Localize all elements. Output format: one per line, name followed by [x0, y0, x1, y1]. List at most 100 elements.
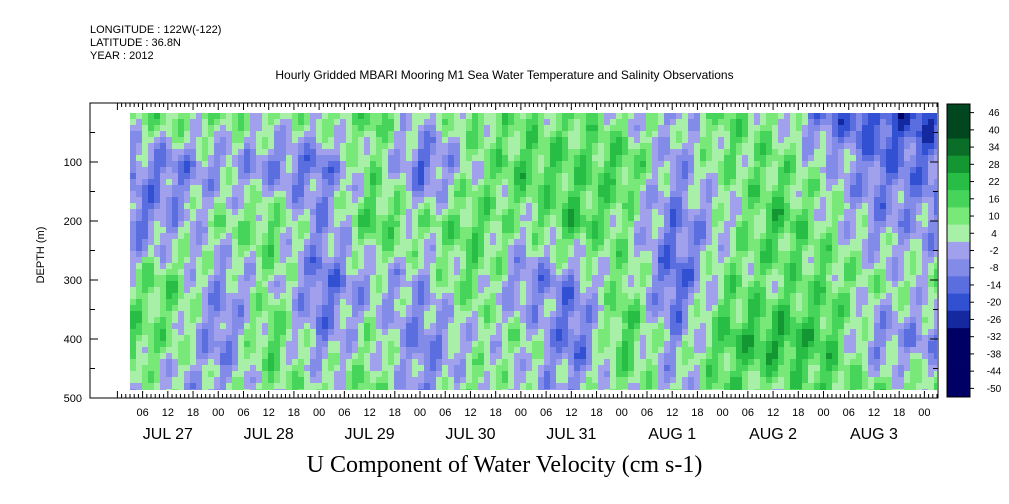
heatmap-cell [472, 137, 479, 144]
heatmap-cell [148, 155, 155, 162]
heatmap-cell [196, 149, 203, 156]
heatmap-cell [736, 263, 743, 270]
heatmap-cell [460, 233, 467, 240]
heatmap-cell [694, 305, 701, 312]
heatmap-cell [352, 389, 359, 390]
heatmap-cell [298, 365, 305, 372]
heatmap-cell [244, 269, 251, 276]
heatmap-cell [694, 377, 701, 384]
heatmap-cell [742, 383, 749, 390]
heatmap-cell [346, 161, 353, 168]
heatmap-cell [160, 353, 167, 360]
heatmap-cell [544, 149, 551, 156]
heatmap-cell [664, 185, 671, 192]
heatmap-cell [502, 329, 509, 336]
heatmap-cell [376, 227, 383, 234]
heatmap-cell [250, 263, 257, 270]
heatmap-cell [364, 293, 371, 300]
heatmap-cell [478, 137, 485, 144]
heatmap-cell [430, 203, 437, 210]
heatmap-cell [214, 323, 221, 330]
heatmap-cell [172, 173, 179, 180]
heatmap-cell [574, 191, 581, 198]
heatmap-cell [388, 389, 395, 390]
heatmap-cell [280, 131, 287, 138]
heatmap-cell [130, 125, 137, 132]
heatmap-cell [682, 203, 689, 210]
heatmap-cell [376, 299, 383, 306]
heatmap-cell [706, 281, 713, 288]
heatmap-cell [544, 137, 551, 144]
heatmap-cell [736, 185, 743, 192]
heatmap-cell [568, 341, 575, 348]
heatmap-cell [268, 173, 275, 180]
heatmap-cell [262, 323, 269, 330]
heatmap-cell [196, 185, 203, 192]
heatmap-cell [724, 359, 731, 366]
heatmap-cell [460, 155, 467, 162]
heatmap-cell [298, 353, 305, 360]
heatmap-cell [358, 365, 365, 372]
heatmap-cell [496, 137, 503, 144]
heatmap-cell [568, 305, 575, 312]
heatmap-cell [646, 359, 653, 366]
heatmap-cell [592, 347, 599, 354]
heatmap-cell [262, 293, 269, 300]
heatmap-cell [310, 275, 317, 282]
heatmap-cell [586, 335, 593, 342]
heatmap-cell [760, 335, 767, 342]
heatmap-cell [652, 269, 659, 276]
heatmap-cell [616, 209, 623, 216]
heatmap-cell [196, 197, 203, 204]
heatmap-cell [376, 203, 383, 210]
heatmap-cell [616, 167, 623, 174]
heatmap-cell [544, 113, 551, 120]
heatmap-cell [364, 245, 371, 252]
heatmap-cell [640, 317, 647, 324]
heatmap-cell [520, 299, 527, 306]
heatmap-cell [334, 209, 341, 216]
heatmap-cell [424, 155, 431, 162]
heatmap-cell [676, 347, 683, 354]
heatmap-cell [664, 365, 671, 372]
heatmap-cell [664, 221, 671, 228]
heatmap-cell [700, 209, 707, 216]
heatmap-cell [226, 305, 233, 312]
heatmap-cell [328, 329, 335, 336]
heatmap-cell [310, 233, 317, 240]
heatmap-cell [520, 281, 527, 288]
heatmap-cell [526, 179, 533, 186]
heatmap-cell [598, 221, 605, 228]
heatmap-cell [616, 287, 623, 294]
heatmap-cell [178, 173, 185, 180]
heatmap-cell [640, 329, 647, 336]
heatmap-cell [706, 359, 713, 366]
heatmap-cell [760, 287, 767, 294]
heatmap-cell [400, 149, 407, 156]
heatmap-cell [754, 305, 761, 312]
heatmap-cell [604, 311, 611, 318]
heatmap-cell [610, 383, 617, 390]
heatmap-cell [682, 143, 689, 150]
heatmap-cell [496, 155, 503, 162]
heatmap-cell [634, 149, 641, 156]
heatmap-cell [640, 227, 647, 234]
heatmap-cell [196, 167, 203, 174]
heatmap-cell [622, 383, 629, 390]
heatmap-cell [652, 221, 659, 228]
heatmap-cell [688, 323, 695, 330]
heatmap-cell [256, 287, 263, 294]
heatmap-cell [352, 143, 359, 150]
heatmap-cell [172, 299, 179, 306]
heatmap-cell [346, 155, 353, 162]
heatmap-cell [664, 197, 671, 204]
heatmap-cell [370, 377, 377, 384]
heatmap-cell [292, 191, 299, 198]
heatmap-cell [514, 191, 521, 198]
heatmap-cell [148, 389, 155, 390]
heatmap-cell [352, 221, 359, 228]
heatmap-cell [298, 137, 305, 144]
heatmap-cell [400, 131, 407, 138]
heatmap-cell [742, 227, 749, 234]
heatmap-cell [352, 323, 359, 330]
